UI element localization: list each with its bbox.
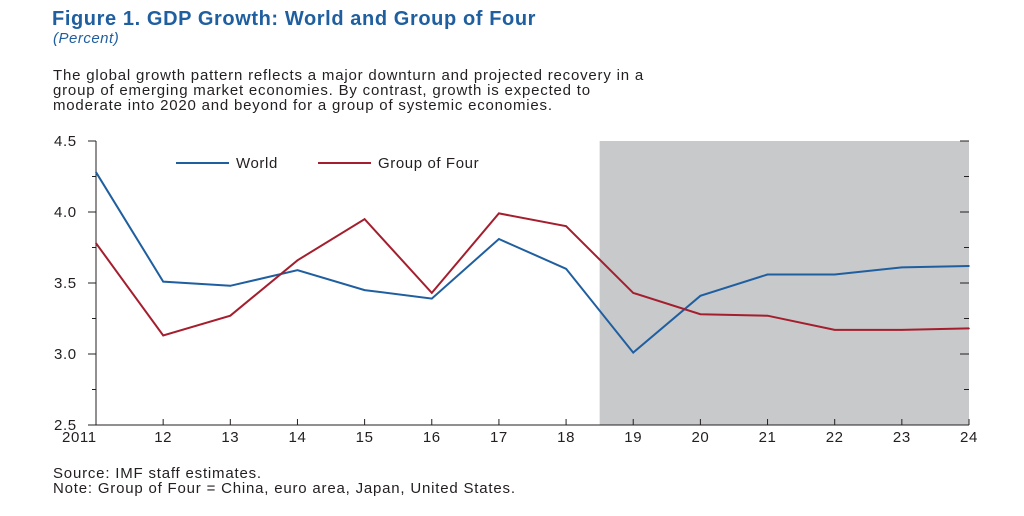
x-tick-label: 21 [759, 429, 777, 446]
data-point [364, 218, 366, 220]
x-tick-label: 17 [490, 429, 508, 446]
data-point [834, 329, 836, 331]
data-point [901, 267, 903, 269]
data-point [498, 238, 500, 240]
x-tick-label: 13 [221, 429, 239, 446]
data-point [767, 274, 769, 276]
data-point [95, 242, 97, 244]
data-point [632, 292, 634, 294]
y-tick-label: 3.0 [54, 346, 77, 363]
data-point [431, 292, 433, 294]
data-point [230, 315, 232, 317]
legend-label: Group of Four [378, 155, 479, 172]
x-tick-label: 20 [691, 429, 709, 446]
projection-shading-layer [600, 141, 969, 425]
figure-notes: Source: IMF staff estimates. Note: Group… [53, 466, 516, 496]
data-point [297, 259, 299, 261]
data-point [632, 352, 634, 354]
x-tick-label: 18 [557, 429, 575, 446]
legend-label: World [236, 155, 278, 172]
legend: World Group of Four [176, 155, 479, 172]
data-point [901, 329, 903, 331]
data-point [162, 335, 164, 337]
data-point [968, 328, 970, 330]
line-chart: 2.53.03.54.04.52011 12 13 14 15 16 17 18 19 20 21 2… [0, 0, 1024, 516]
data-point [700, 295, 702, 297]
x-tick-label: 22 [826, 429, 844, 446]
data-point [95, 171, 97, 173]
x-tick-label: 2011 [62, 429, 97, 446]
data-point [968, 265, 970, 267]
data-point [565, 225, 567, 227]
group-note: Note: Group of Four = China, euro area, … [53, 481, 516, 496]
data-point [297, 269, 299, 271]
data-point [498, 213, 500, 215]
x-tick-label: 16 [423, 429, 441, 446]
x-tick-label: 24 [960, 429, 978, 446]
data-point [565, 268, 567, 270]
x-tick-label: 12 [154, 429, 172, 446]
projection-shading [600, 141, 969, 425]
data-point [767, 315, 769, 317]
y-tick-label: 3.5 [54, 275, 77, 292]
y-tick-label: 4.5 [54, 133, 77, 150]
data-point [230, 285, 232, 287]
x-tick-label: 23 [893, 429, 911, 446]
x-tick-label: 15 [356, 429, 374, 446]
source-note: Source: IMF staff estimates. [53, 466, 516, 481]
data-point [364, 289, 366, 291]
data-point [162, 281, 164, 283]
x-tick-label: 14 [289, 429, 307, 446]
x-tick-label: 19 [624, 429, 642, 446]
data-point [431, 298, 433, 300]
y-tick-label: 4.0 [54, 204, 77, 221]
data-point [834, 274, 836, 276]
data-point [700, 313, 702, 315]
